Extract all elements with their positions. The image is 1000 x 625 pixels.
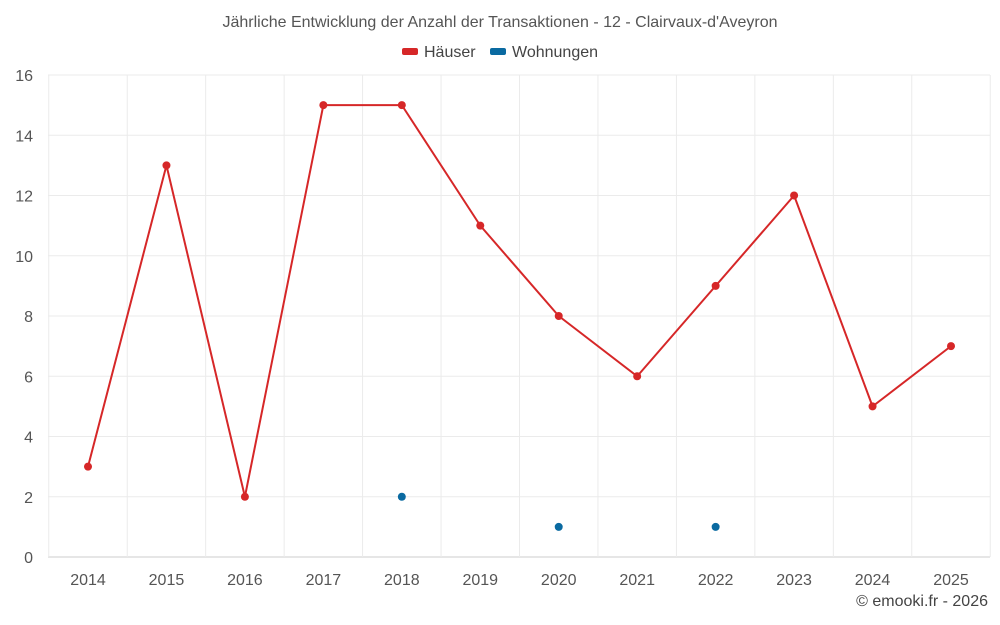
data-point-haeuser (84, 462, 92, 471)
chart-title: Jährliche Entwicklung der Anzahl der Tra… (222, 14, 778, 31)
data-point-haeuser (554, 312, 563, 320)
series-line-haeuser (243, 104, 325, 498)
y-tick-label: 12 (15, 189, 33, 206)
data-point-haeuser (790, 191, 799, 200)
y-tick-label: 16 (15, 68, 33, 85)
data-point-haeuser (397, 101, 406, 110)
series-line-haeuser (87, 164, 168, 468)
x-tick-label: 2018 (384, 572, 420, 589)
x-tick-label: 2019 (462, 572, 498, 589)
data-point-haeuser (476, 221, 485, 230)
series-line-haeuser (557, 315, 639, 378)
data-point-haeuser (162, 161, 171, 170)
x-tick-label: 2015 (149, 572, 185, 589)
data-point-haeuser (240, 492, 249, 501)
x-tick-label: 2024 (855, 572, 891, 589)
x-tick-label: 2014 (70, 572, 106, 589)
x-tick-label: 2025 (933, 572, 969, 589)
y-tick-label: 10 (15, 249, 33, 266)
series-line-haeuser (165, 164, 246, 498)
legend-swatch-haeuser (401, 48, 418, 56)
data-point-wohnungen (711, 522, 720, 531)
y-tick-label: 6 (24, 369, 33, 386)
data-point-haeuser (711, 281, 720, 290)
copyright-text: © emooki.fr - 2026 (856, 593, 988, 610)
series-line-haeuser (871, 345, 952, 408)
data-point-haeuser (947, 342, 955, 351)
y-tick-label: 8 (24, 309, 33, 326)
data-point-wohnungen (397, 492, 406, 501)
x-tick-label: 2023 (776, 572, 812, 589)
x-tick-label: 2017 (306, 572, 342, 589)
data-point-haeuser (868, 402, 877, 411)
legend-item-wohnungen[interactable]: Wohnungen (490, 44, 598, 62)
legend-swatch-wohnungen (490, 48, 507, 56)
legend-item-haeuser[interactable]: Häuser (401, 44, 476, 62)
series-line-haeuser (793, 194, 874, 408)
legend-label-haeuser: Häuser (423, 44, 476, 61)
series-line-haeuser (479, 224, 560, 317)
x-tick-label: 2021 (619, 572, 655, 589)
x-tick-label: 2020 (541, 572, 577, 589)
x-tick-label: 2016 (227, 572, 263, 589)
series-line-haeuser (400, 104, 482, 227)
y-tick-label: 0 (24, 550, 33, 567)
series-line-haeuser (636, 284, 717, 378)
legend: Häuser Wohnungen (0, 44, 1000, 62)
data-point-wohnungen (554, 522, 563, 531)
data-point-haeuser (319, 101, 328, 110)
y-tick-label: 14 (15, 128, 33, 145)
data-point-haeuser (633, 372, 642, 381)
series-line-haeuser (714, 194, 796, 287)
y-tick-label: 4 (24, 430, 33, 447)
x-tick-label: 2022 (698, 572, 734, 589)
legend-label-wohnungen: Wohnungen (512, 44, 599, 61)
y-tick-label: 2 (24, 490, 33, 507)
